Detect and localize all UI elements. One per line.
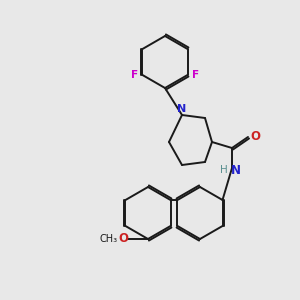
Text: F: F — [131, 70, 138, 80]
Text: N: N — [231, 164, 241, 176]
Text: O: O — [250, 130, 260, 143]
Text: F: F — [192, 70, 199, 80]
Text: O: O — [118, 232, 128, 245]
Text: CH₃: CH₃ — [100, 234, 118, 244]
Text: H: H — [220, 165, 228, 175]
Text: N: N — [177, 104, 187, 114]
